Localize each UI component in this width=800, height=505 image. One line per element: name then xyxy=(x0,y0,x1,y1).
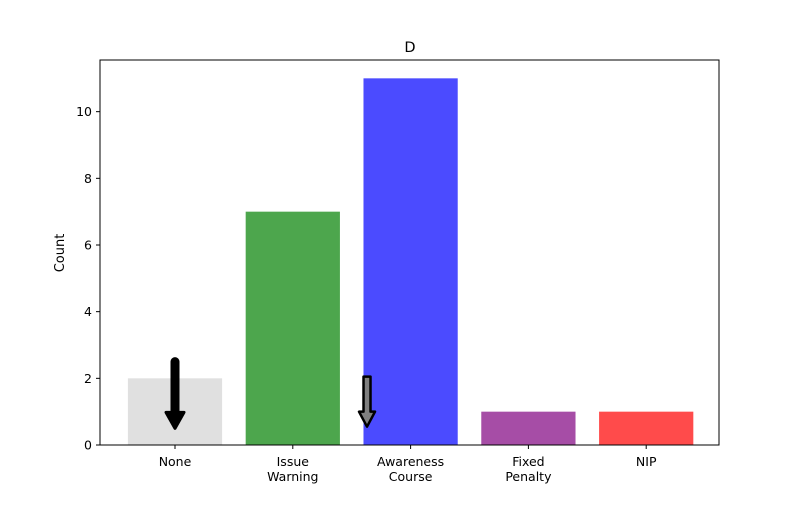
y-tick-label: 10 xyxy=(76,104,92,119)
bar xyxy=(245,211,340,445)
chart-title: D xyxy=(404,40,415,56)
y-tick-label: 8 xyxy=(84,171,92,186)
y-tick-label: 0 xyxy=(84,438,92,453)
bar xyxy=(599,411,694,445)
arrow-down-icon xyxy=(164,357,186,430)
x-tick-label: Fixed Penalty xyxy=(505,454,552,484)
plot-frame xyxy=(99,59,720,446)
x-tick-label: NIP xyxy=(636,454,657,469)
bar xyxy=(481,411,576,445)
x-tick-label: Issue Warning xyxy=(267,454,318,484)
arrow-down-icon xyxy=(357,375,377,428)
x-tick-label: None xyxy=(159,454,192,469)
bar xyxy=(363,78,458,445)
y-tick-label: 2 xyxy=(84,371,92,386)
y-tick-label: 6 xyxy=(84,238,92,253)
y-axis-label: Count xyxy=(53,234,68,273)
y-tick-label: 4 xyxy=(84,304,92,319)
x-tick-label: Awareness Course xyxy=(377,454,444,484)
